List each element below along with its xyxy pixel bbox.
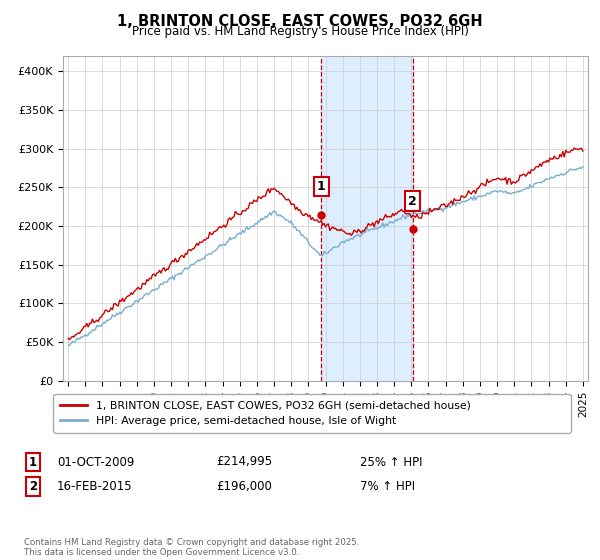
Text: 1: 1 [29, 455, 37, 469]
Text: £196,000: £196,000 [216, 479, 272, 493]
Legend: 1, BRINTON CLOSE, EAST COWES, PO32 6GH (semi-detached house), HPI: Average price: 1, BRINTON CLOSE, EAST COWES, PO32 6GH (… [53, 394, 571, 433]
Text: 2: 2 [409, 194, 417, 208]
Text: 2: 2 [29, 479, 37, 493]
Text: 16-FEB-2015: 16-FEB-2015 [57, 479, 133, 493]
Text: 25% ↑ HPI: 25% ↑ HPI [360, 455, 422, 469]
Text: Price paid vs. HM Land Registry's House Price Index (HPI): Price paid vs. HM Land Registry's House … [131, 25, 469, 38]
Bar [321, 56, 413, 381]
Text: 1, BRINTON CLOSE, EAST COWES, PO32 6GH: 1, BRINTON CLOSE, EAST COWES, PO32 6GH [117, 14, 483, 29]
Text: 01-OCT-2009: 01-OCT-2009 [57, 455, 134, 469]
Text: 7% ↑ HPI: 7% ↑ HPI [360, 479, 415, 493]
Text: 1: 1 [317, 180, 326, 193]
Text: Contains HM Land Registry data © Crown copyright and database right 2025.
This d: Contains HM Land Registry data © Crown c… [24, 538, 359, 557]
Text: £214,995: £214,995 [216, 455, 272, 469]
